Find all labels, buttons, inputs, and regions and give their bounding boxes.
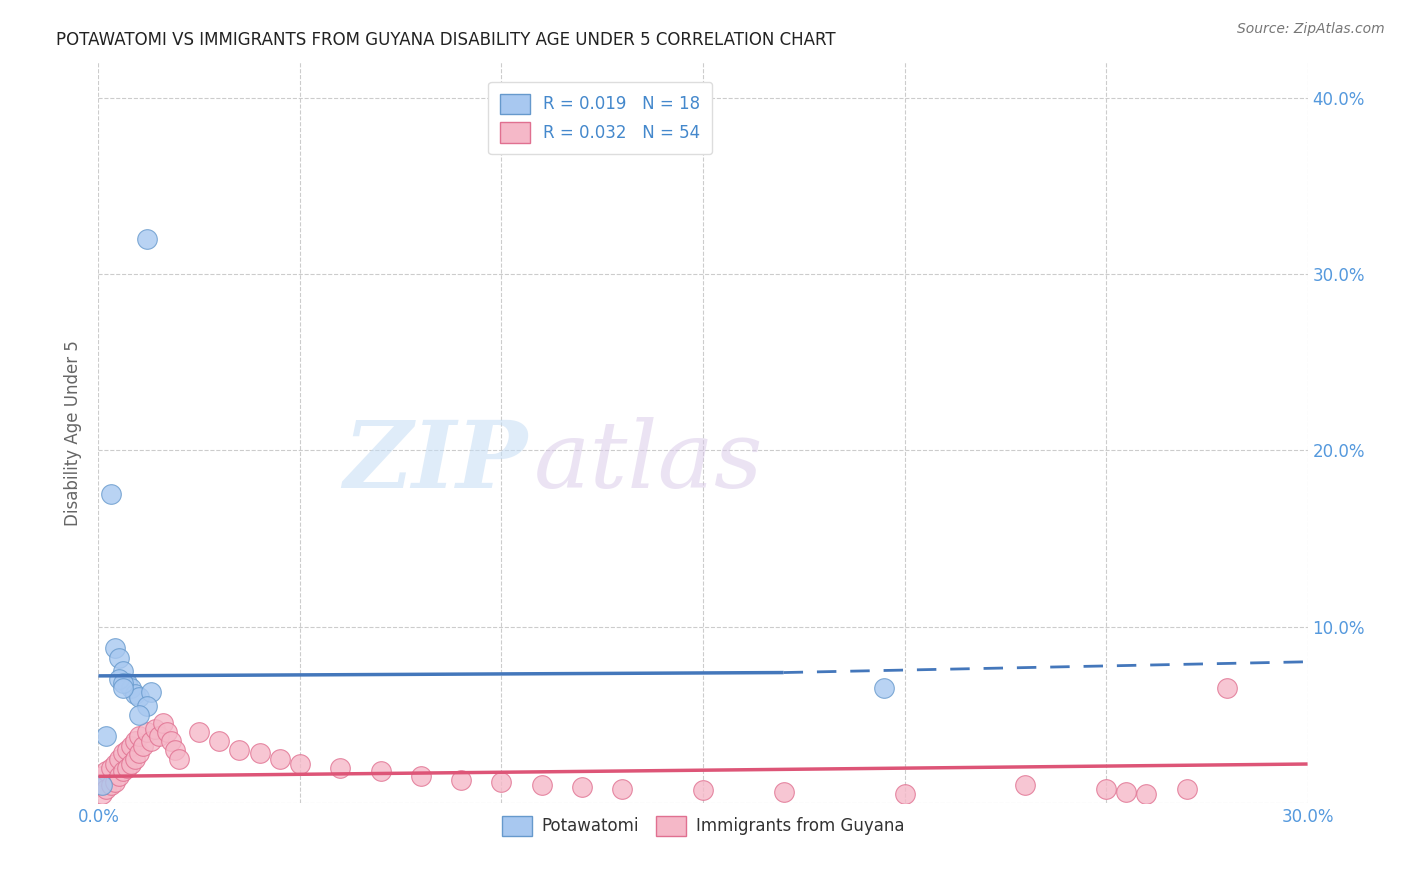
Point <box>409 769 432 783</box>
Point <box>107 651 129 665</box>
Point <box>135 725 157 739</box>
Point <box>115 760 138 774</box>
Point <box>288 757 311 772</box>
Point <box>160 734 183 748</box>
Point <box>571 780 593 794</box>
Point <box>103 757 125 772</box>
Point <box>692 783 714 797</box>
Point <box>124 752 146 766</box>
Text: atlas: atlas <box>534 417 763 508</box>
Point <box>1095 781 1118 796</box>
Point <box>96 729 118 743</box>
Point <box>370 764 392 778</box>
Point <box>103 774 125 789</box>
Point <box>124 734 146 748</box>
Point <box>143 722 166 736</box>
Point <box>530 778 553 792</box>
Point <box>491 774 513 789</box>
Point <box>107 769 129 783</box>
Point <box>115 743 138 757</box>
Point <box>1175 781 1198 796</box>
Point <box>249 747 271 761</box>
Point <box>135 232 157 246</box>
Point <box>132 739 155 754</box>
Point <box>91 769 114 783</box>
Point <box>128 747 150 761</box>
Point <box>111 681 134 696</box>
Point <box>128 729 150 743</box>
Point <box>120 681 142 696</box>
Legend: Potawatomi, Immigrants from Guyana: Potawatomi, Immigrants from Guyana <box>495 809 911 843</box>
Point <box>1216 681 1239 696</box>
Point <box>152 716 174 731</box>
Point <box>124 686 146 700</box>
Point <box>156 725 179 739</box>
Point <box>96 764 118 778</box>
Point <box>107 673 129 687</box>
Point <box>91 787 114 801</box>
Point <box>228 743 250 757</box>
Point <box>120 739 142 754</box>
Point <box>96 781 118 796</box>
Point <box>135 698 157 713</box>
Point <box>111 676 134 690</box>
Point <box>1014 778 1036 792</box>
Point <box>139 685 162 699</box>
Point <box>100 760 122 774</box>
Text: ZIP: ZIP <box>343 417 527 508</box>
Point <box>329 760 352 774</box>
Point <box>115 676 138 690</box>
Point <box>167 752 190 766</box>
Point <box>188 725 211 739</box>
Point <box>208 734 231 748</box>
Point <box>139 734 162 748</box>
Point <box>1115 785 1137 799</box>
Point <box>100 487 122 501</box>
Point <box>148 729 170 743</box>
Point <box>91 778 114 792</box>
Point <box>772 785 794 799</box>
Point <box>103 640 125 655</box>
Point <box>100 778 122 792</box>
Point <box>111 747 134 761</box>
Point <box>450 772 472 787</box>
Point <box>120 757 142 772</box>
Point <box>269 752 291 766</box>
Point <box>107 752 129 766</box>
Point <box>91 778 114 792</box>
Y-axis label: Disability Age Under 5: Disability Age Under 5 <box>65 340 83 525</box>
Point <box>893 787 915 801</box>
Point <box>1135 787 1157 801</box>
Text: Source: ZipAtlas.com: Source: ZipAtlas.com <box>1237 22 1385 37</box>
Point <box>163 743 186 757</box>
Point <box>128 690 150 704</box>
Point <box>612 781 634 796</box>
Point <box>111 664 134 678</box>
Point <box>873 681 896 696</box>
Point <box>111 764 134 778</box>
Point <box>128 707 150 722</box>
Text: POTAWATOMI VS IMMIGRANTS FROM GUYANA DISABILITY AGE UNDER 5 CORRELATION CHART: POTAWATOMI VS IMMIGRANTS FROM GUYANA DIS… <box>56 31 835 49</box>
